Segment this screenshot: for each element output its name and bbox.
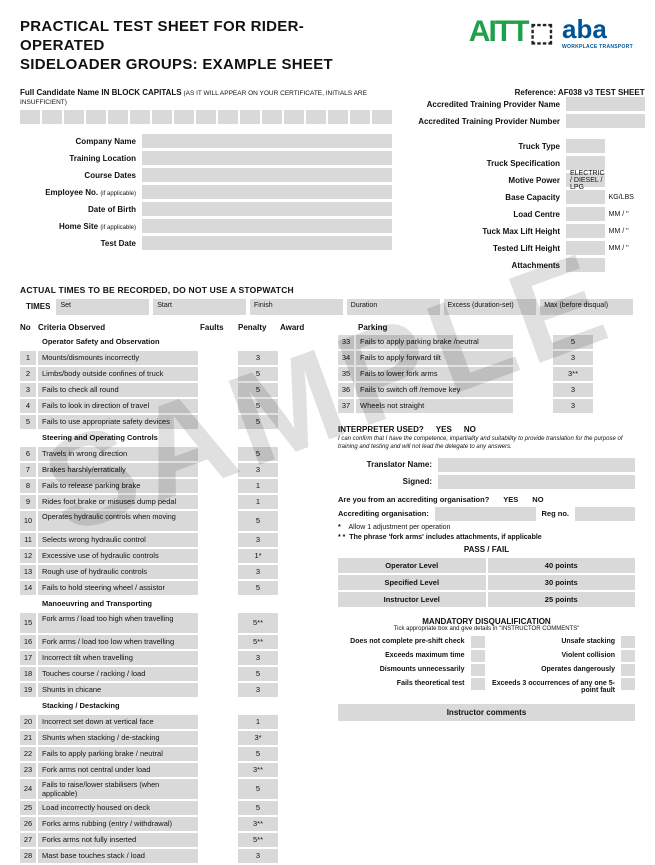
criteria-row: 14Fails to hold steering wheel / assisto…: [20, 581, 320, 595]
atp-num-field[interactable]: [566, 114, 645, 128]
criteria-row: 5Fails to use appropriate safety devices…: [20, 415, 320, 429]
field-input[interactable]: ELECTRIC / DIESEL / LPG: [566, 173, 605, 187]
criteria-row: 7Brakes harshly/erratically3: [20, 463, 320, 477]
criteria-row: 35Fails to lower fork arms3**: [338, 367, 635, 381]
criteria-row: 12Excessive use of hydraulic controls1*: [20, 549, 320, 563]
times-row: TIMES SetStartFinishDurationExcess (dura…: [20, 299, 635, 315]
times-cell[interactable]: Finish: [250, 299, 343, 315]
field-input[interactable]: [566, 241, 605, 255]
field-input[interactable]: [566, 207, 605, 221]
criteria-row: 18Touches course / racking / load5: [20, 667, 320, 681]
interpreter-q: INTERPRETER USED?YESNO: [338, 425, 635, 434]
dq-checkbox[interactable]: [621, 664, 635, 676]
logos: AITT⬚ abaWORKPLACE TRANSPORT: [469, 14, 633, 50]
logo-aitt: AITT⬚: [469, 15, 552, 49]
page-title: PRACTICAL TEST SHEET FOR RIDER-OPERATED …: [20, 18, 370, 74]
criteria-row: 36Fails to switch off /remove key3: [338, 383, 635, 397]
criteria-row: 15Fork arms / load too high when travell…: [20, 613, 320, 633]
dq-checkbox[interactable]: [471, 664, 485, 676]
times-header: ACTUAL TIMES TO BE RECORDED, DO NOT USE …: [20, 285, 635, 295]
criteria-row: 11Selects wrong hydraulic control3: [20, 533, 320, 547]
dq-checkbox[interactable]: [621, 650, 635, 662]
dq-checkbox[interactable]: [471, 650, 485, 662]
criteria-row: 20Incorrect set down at vertical face1: [20, 715, 320, 729]
mandatory-head: MANDATORY DISQUALIFICATION: [338, 617, 635, 626]
passfail-row: Operator Level40 points: [338, 558, 635, 573]
criteria-row: 4Fails to look in direction of travel5: [20, 399, 320, 413]
dq-checkbox[interactable]: [621, 636, 635, 648]
criteria-row: 22Fails to apply parking brake / neutral…: [20, 747, 320, 761]
criteria-row: 3Fails to check all round5: [20, 383, 320, 397]
interpreter-note: I can confirm that I have the competence…: [338, 436, 635, 452]
field-input[interactable]: [142, 151, 392, 165]
reference-line: Reference: AF038 v3 TEST SHEET: [406, 88, 645, 97]
field-input[interactable]: [566, 139, 605, 153]
logo-aba: abaWORKPLACE TRANSPORT: [562, 14, 633, 50]
mandatory-sub: Tick appropriate box and give details in…: [338, 626, 635, 632]
dq-checkbox[interactable]: [471, 636, 485, 648]
passfail-row: Instructor Level25 points: [338, 592, 635, 607]
field-input[interactable]: [566, 224, 605, 238]
criteria-row: 17Incorrect tilt when travelling3: [20, 651, 320, 665]
accred-org-field[interactable]: [435, 507, 536, 521]
field-input[interactable]: [142, 202, 392, 216]
field-input[interactable]: [142, 219, 392, 233]
times-cell[interactable]: Start: [153, 299, 246, 315]
dq-checkbox[interactable]: [471, 678, 485, 690]
criteria-row: 23Fork arms not central under load3**: [20, 763, 320, 777]
parking-header: Parking: [358, 323, 635, 332]
criteria-row: 24Fails to raise/lower stabilisers (when…: [20, 779, 320, 799]
criteria-row: 21Shunts when stacking / de-stacking3*: [20, 731, 320, 745]
instructor-comments: Instructor comments: [338, 704, 635, 721]
signed-field[interactable]: [438, 475, 635, 489]
criteria-row: 1Mounts/dismounts incorrectly3: [20, 351, 320, 365]
field-input[interactable]: [142, 134, 392, 148]
criteria-row: 2Limbs/body outside confines of truck5: [20, 367, 320, 381]
times-cell[interactable]: Duration: [347, 299, 440, 315]
criteria-row: 13Rough use of hydraulic controls3: [20, 565, 320, 579]
criteria-row: 33Fails to apply parking brake /neutral5: [338, 335, 635, 349]
criteria-row: 25Load incorrectly housed on deck5: [20, 801, 320, 815]
field-input[interactable]: [566, 258, 605, 272]
criteria-row: 6Travels in wrong direction5: [20, 447, 320, 461]
atp-num-label: Accredited Training Provider Number: [406, 117, 566, 126]
translator-name-field[interactable]: [438, 458, 635, 472]
field-input[interactable]: [142, 236, 392, 250]
criteria-row: 26Forks arms rubbing (entry / withdrawal…: [20, 817, 320, 831]
criteria-header-left: NoCriteria ObservedFaultsPenaltyAward: [20, 323, 320, 332]
field-input[interactable]: [142, 168, 392, 182]
times-cell[interactable]: Max (before disqual): [540, 299, 633, 315]
dq-grid: Does not complete pre-shift checkUnsafe …: [338, 636, 635, 696]
name-blocks[interactable]: [20, 110, 392, 124]
dq-checkbox[interactable]: [621, 678, 635, 690]
atp-name-label: Accredited Training Provider Name: [406, 100, 566, 109]
criteria-row: 16Fork arms / load too low when travelli…: [20, 635, 320, 649]
criteria-row: 34Fails to apply forward tilt3: [338, 351, 635, 365]
criteria-row: 28Mast base touches stack / load3: [20, 849, 320, 863]
times-cell[interactable]: Set: [56, 299, 149, 315]
criteria-row: 8Fails to release parking brake1: [20, 479, 320, 493]
field-input[interactable]: [142, 185, 392, 199]
criteria-row: 10Operates hydraulic controls when movin…: [20, 511, 320, 531]
criteria-row: 9Rides foot brake or misuses dump pedal1: [20, 495, 320, 509]
full-name-label: Full Candidate Name IN BLOCK CAPITALS (A…: [20, 88, 392, 106]
passfail-row: Specified Level30 points: [338, 575, 635, 590]
times-cell[interactable]: Excess (duration-set): [444, 299, 537, 315]
criteria-row: 37Wheels not straight3: [338, 399, 635, 413]
field-input[interactable]: [566, 156, 605, 170]
passfail-head: PASS / FAIL: [338, 545, 635, 554]
criteria-row: 19Shunts in chicane3: [20, 683, 320, 697]
reg-no-field[interactable]: [575, 507, 635, 521]
atp-name-field[interactable]: [566, 97, 645, 111]
field-input[interactable]: [566, 190, 605, 204]
criteria-row: 27Forks arms not fully inserted5**: [20, 833, 320, 847]
accred-q: Are you from an accrediting organisation…: [338, 495, 635, 504]
